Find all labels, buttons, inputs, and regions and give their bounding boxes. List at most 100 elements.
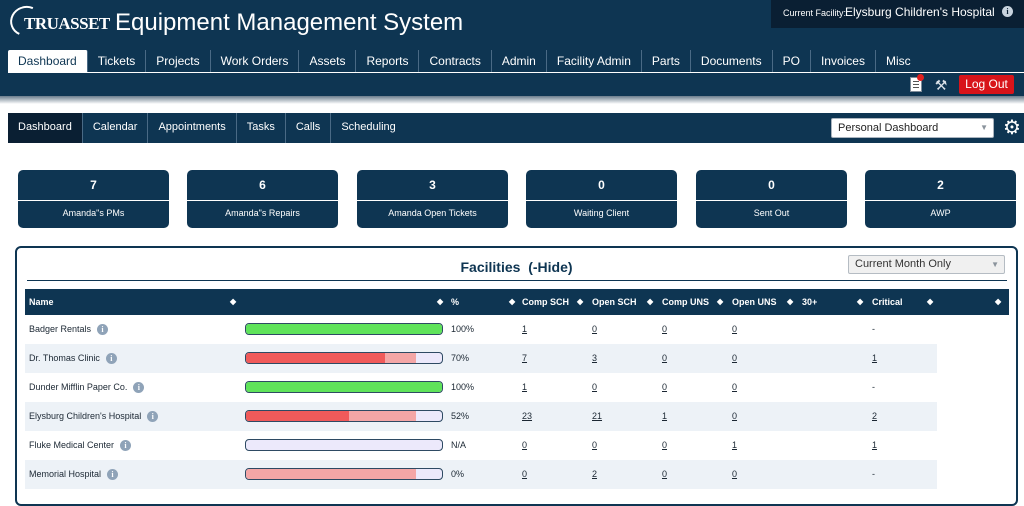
comp-sch-link[interactable]: 0 bbox=[522, 440, 528, 450]
col-critical[interactable]: Critical bbox=[872, 297, 903, 307]
main-nav-tab[interactable]: Dashboard bbox=[8, 50, 88, 72]
critical-link[interactable]: 1 bbox=[872, 440, 878, 450]
col-pct[interactable]: % bbox=[451, 297, 460, 307]
open-sch-link[interactable]: 2 bbox=[592, 469, 598, 479]
sort-icon[interactable]: ◆ bbox=[717, 297, 724, 306]
info-icon[interactable]: i bbox=[107, 469, 119, 481]
row-end-cell bbox=[937, 344, 1009, 373]
comp-uns-link[interactable]: 0 bbox=[662, 353, 668, 363]
info-icon[interactable]: i bbox=[105, 353, 117, 365]
main-nav-tab[interactable]: Misc bbox=[885, 54, 911, 68]
info-icon[interactable]: i bbox=[120, 440, 132, 452]
summary-tile[interactable]: 6 Amanda"s Repairs bbox=[187, 170, 338, 228]
table-row: Dr. Thomas Clinic i 70% 7 3 0 0 1 bbox=[25, 344, 1009, 373]
tile-label: Sent Out bbox=[753, 208, 790, 218]
comp-uns-link[interactable]: 0 bbox=[662, 440, 668, 450]
critical-link[interactable]: 2 bbox=[872, 411, 878, 421]
open-uns-link[interactable]: 0 bbox=[732, 324, 738, 334]
main-nav-tab[interactable]: Facility Admin bbox=[547, 50, 642, 72]
summary-tile[interactable]: 2 AWP bbox=[865, 170, 1016, 228]
info-icon[interactable]: i bbox=[97, 324, 109, 336]
summary-tile[interactable]: 3 Amanda Open Tickets bbox=[357, 170, 508, 228]
comp-sch-link[interactable]: 1 bbox=[522, 324, 528, 334]
sort-icon[interactable]: ◆ bbox=[787, 297, 794, 306]
main-nav-tab[interactable]: Contracts bbox=[419, 50, 492, 72]
main-nav-tab[interactable]: Assets bbox=[299, 50, 357, 72]
col-comp-sch[interactable]: Comp SCH bbox=[522, 297, 569, 307]
open-uns-link[interactable]: 0 bbox=[732, 469, 738, 479]
sort-icon[interactable]: ◆ bbox=[577, 297, 584, 306]
sub-nav-tab[interactable]: Scheduling bbox=[341, 121, 396, 133]
info-icon[interactable]: i bbox=[147, 411, 159, 423]
open-sch-link[interactable]: 0 bbox=[592, 324, 598, 334]
main-nav-tab[interactable]: Admin bbox=[492, 50, 547, 72]
open-sch-link[interactable]: 0 bbox=[592, 382, 598, 392]
comp-uns-link[interactable]: 0 bbox=[662, 324, 668, 334]
sort-icon[interactable]: ◆ bbox=[230, 297, 237, 306]
sort-icon[interactable]: ◆ bbox=[437, 297, 444, 306]
progress-bar-fill bbox=[246, 411, 349, 421]
progress-bar-fill bbox=[246, 382, 442, 392]
dashboard-select[interactable]: Personal Dashboard ▼ bbox=[831, 118, 994, 138]
period-select[interactable]: Current Month Only ▼ bbox=[848, 255, 1005, 274]
summary-tile[interactable]: 0 Sent Out bbox=[696, 170, 847, 228]
sub-nav-tab[interactable]: Appointments bbox=[148, 113, 237, 143]
open-uns-link[interactable]: 0 bbox=[732, 411, 738, 421]
header-shadow bbox=[0, 96, 1024, 104]
tools-icon[interactable]: ⚒ bbox=[934, 77, 948, 93]
main-nav-tab[interactable]: Reports bbox=[356, 50, 420, 72]
comp-uns-link[interactable]: 1 bbox=[662, 411, 668, 421]
hide-facilities-link[interactable]: (-Hide) bbox=[528, 259, 573, 275]
progress-bar-secondary-fill bbox=[246, 469, 416, 479]
col-name[interactable]: Name bbox=[29, 297, 54, 307]
sort-icon[interactable]: ◆ bbox=[995, 297, 1002, 306]
comp-sch-link[interactable]: 7 bbox=[522, 353, 528, 363]
comp-uns-link[interactable]: 0 bbox=[662, 469, 668, 479]
truasset-logo[interactable]: TRUASSET bbox=[5, 1, 110, 41]
comp-sch-link[interactable]: 1 bbox=[522, 382, 528, 392]
dashboard-select-value: Personal Dashboard bbox=[838, 122, 939, 134]
critical-link[interactable]: 1 bbox=[872, 353, 878, 363]
sub-nav-tab[interactable]: Calendar bbox=[83, 113, 149, 143]
open-uns-link[interactable]: 0 bbox=[732, 382, 738, 392]
main-nav-tab[interactable]: Tickets bbox=[88, 50, 147, 72]
main-nav-tab[interactable]: Documents bbox=[691, 50, 773, 72]
table-row: Memorial Hospital i 0% 0 2 0 0 - bbox=[25, 460, 1009, 489]
tile-divider bbox=[18, 200, 169, 201]
progress-bar bbox=[245, 439, 443, 451]
sub-nav-tab[interactable]: Calls bbox=[286, 113, 332, 143]
open-uns-link[interactable]: 1 bbox=[732, 440, 738, 450]
sub-nav-tab[interactable]: Tasks bbox=[237, 113, 286, 143]
row-end-cell bbox=[937, 402, 1009, 431]
col-open-sch[interactable]: Open SCH bbox=[592, 297, 637, 307]
open-sch-link[interactable]: 21 bbox=[592, 411, 603, 421]
open-sch-link[interactable]: 3 bbox=[592, 353, 598, 363]
sort-icon[interactable]: ◆ bbox=[927, 297, 934, 306]
col-30-plus[interactable]: 30+ bbox=[802, 297, 818, 307]
sort-icon[interactable]: ◆ bbox=[509, 297, 516, 306]
main-nav-tab[interactable]: PO bbox=[773, 50, 811, 72]
comp-sch-link[interactable]: 0 bbox=[522, 469, 528, 479]
col-comp-uns[interactable]: Comp UNS bbox=[662, 297, 709, 307]
summary-tile[interactable]: 0 Waiting Client bbox=[526, 170, 677, 228]
main-nav-tab[interactable]: Work Orders bbox=[211, 50, 300, 72]
summary-tile[interactable]: 7 Amanda"s PMs bbox=[18, 170, 169, 228]
info-icon[interactable]: i bbox=[133, 382, 145, 394]
comp-sch-link[interactable]: 23 bbox=[522, 411, 533, 421]
main-nav-tab[interactable]: Parts bbox=[642, 50, 691, 72]
sub-nav-tab[interactable]: Dashboard bbox=[8, 113, 83, 143]
sort-icon[interactable]: ◆ bbox=[647, 297, 654, 306]
main-nav-tab[interactable]: Invoices bbox=[811, 50, 876, 72]
sub-nav-tabs: Dashboard Calendar Appointments Tasks Calls S… bbox=[8, 113, 406, 143]
gear-icon[interactable]: ⚙ bbox=[1003, 117, 1021, 139]
comp-uns-link[interactable]: 0 bbox=[662, 382, 668, 392]
sort-icon[interactable]: ◆ bbox=[857, 297, 864, 306]
open-uns-link[interactable]: 0 bbox=[732, 353, 738, 363]
main-nav-tab[interactable]: Projects bbox=[146, 50, 211, 72]
current-facility-name[interactable]: Elysburg Children's Hospital bbox=[845, 5, 995, 19]
col-open-uns[interactable]: Open UNS bbox=[732, 297, 777, 307]
logout-button[interactable]: Log Out bbox=[959, 75, 1014, 94]
info-icon[interactable]: i bbox=[1002, 6, 1013, 17]
open-sch-link[interactable]: 0 bbox=[592, 440, 598, 450]
tile-label: AWP bbox=[930, 208, 951, 218]
